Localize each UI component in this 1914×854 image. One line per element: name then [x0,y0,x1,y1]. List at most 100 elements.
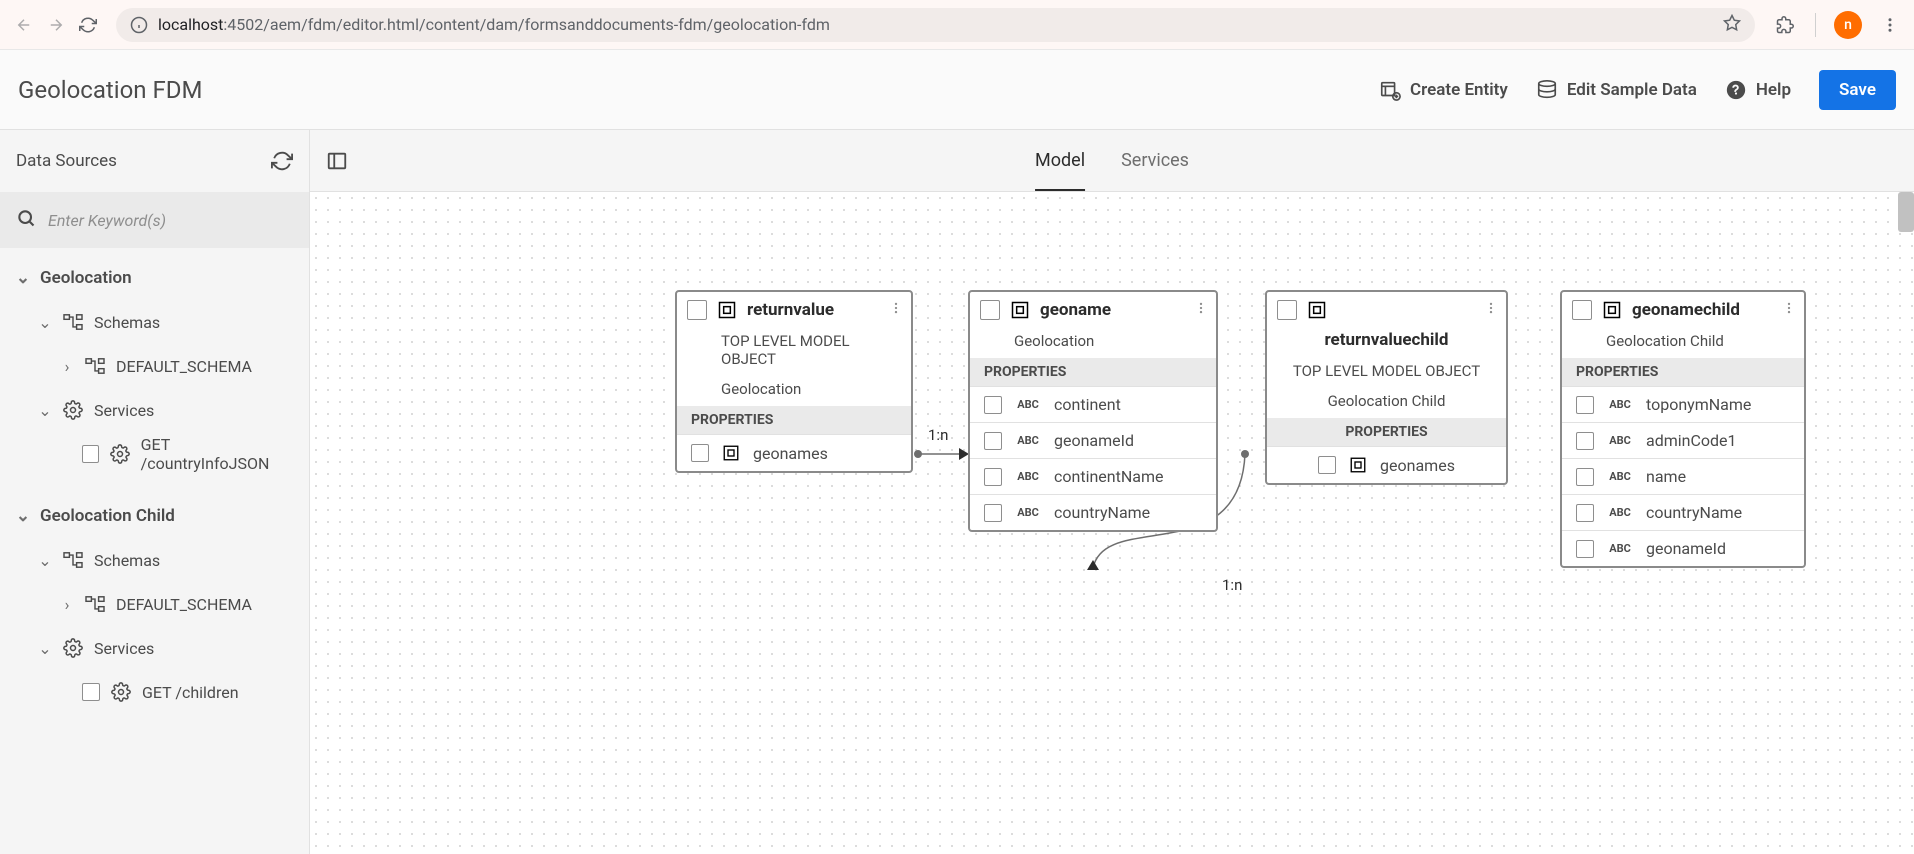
property-checkbox[interactable] [1576,468,1594,486]
entity-menu-icon[interactable] [1782,300,1796,319]
chrome-menu-icon[interactable] [1878,13,1902,37]
gear-icon [62,637,84,659]
edit-sample-data-button[interactable]: Edit Sample Data [1536,79,1697,101]
entity-property[interactable]: ABC name [1562,458,1804,494]
site-info-icon[interactable] [130,16,148,34]
extensions-icon[interactable] [1773,13,1797,37]
tree-services-label: Services [94,401,154,420]
tree-schemas[interactable]: ⌄ Schemas [0,538,309,582]
entity-properties-header: PROPERTIES [677,406,911,434]
tree-default-schema-label: DEFAULT_SCHEMA [116,595,252,614]
gear-icon [110,681,132,703]
schema-icon [84,593,106,615]
gear-icon [62,399,84,421]
entity-geonamechild[interactable]: geonamechild Geolocation Child PROPERTIE… [1560,290,1806,568]
entity-property[interactable]: ABCtoponymName [1562,386,1804,422]
help-button[interactable]: Help [1725,79,1791,101]
tree-group-geolocation-child[interactable]: ⌄ Geolocation Child [0,494,309,538]
search-input[interactable] [48,211,293,230]
entity-properties-header: PROPERTIES [1562,358,1804,386]
property-checkbox[interactable] [1576,396,1594,414]
entity-property[interactable]: ABCcontinent [970,386,1216,422]
entity-menu-icon[interactable] [1194,300,1208,319]
reload-button[interactable] [76,13,100,37]
relation-label-2: 1:n [1222,576,1242,594]
property-checkbox[interactable] [1576,432,1594,450]
property-name: name [1646,467,1686,486]
chevron-down-icon: ⌄ [16,268,30,288]
tab-services[interactable]: Services [1121,130,1189,191]
tree-default-schema[interactable]: › DEFAULT_SCHEMA [0,582,309,626]
panel-toggle-icon[interactable] [326,150,348,172]
schema-icon [62,311,84,333]
property-type: ABC [1606,470,1634,483]
object-icon [717,300,737,320]
profile-avatar[interactable]: n [1834,11,1862,39]
url-text: localhost:4502/aem/fdm/editor.html/conte… [158,15,830,34]
property-type: ABC [1606,542,1634,555]
tree-schemas-label: Schemas [94,313,160,332]
property-checkbox[interactable] [984,432,1002,450]
entity-property[interactable]: ABCcountryName [1562,494,1804,530]
entity-title: geonamechild [1632,300,1740,320]
tab-model[interactable]: Model [1035,130,1085,191]
tree-services[interactable]: ⌄ Services [0,388,309,432]
tree-services[interactable]: ⌄ Services [0,626,309,670]
bookmark-icon[interactable] [1723,14,1741,36]
entity-checkbox[interactable] [1572,300,1592,320]
property-checkbox[interactable] [1576,540,1594,558]
tree-service-item[interactable]: GET /countryInfoJSON [0,432,309,476]
property-type: ABC [1014,398,1042,411]
entity-property[interactable]: ABCadminCode1 [1562,422,1804,458]
entity-returnvalue[interactable]: returnvalue TOP LEVEL MODEL OBJECT Geolo… [675,290,913,473]
chevron-down-icon: ⌄ [16,506,30,526]
chevron-down-icon: ⌄ [38,639,52,658]
object-icon [1348,455,1368,475]
property-type: ABC [1014,434,1042,447]
entity-property[interactable]: ABCcontinentName [970,458,1216,494]
entity-property[interactable]: geonames [1267,446,1506,483]
property-name: geonameId [1646,539,1726,558]
entity-property[interactable]: ABCcountryName [970,494,1216,530]
property-name: toponymName [1646,395,1751,414]
property-checkbox[interactable] [1318,456,1336,474]
property-checkbox[interactable] [984,504,1002,522]
url-bar[interactable]: localhost:4502/aem/fdm/editor.html/conte… [116,8,1755,42]
chevron-down-icon: ⌄ [38,551,52,570]
entity-property[interactable]: ABCgeonameId [970,422,1216,458]
entity-property[interactable]: geonames [677,434,911,471]
property-type: ABC [1606,506,1634,519]
save-button[interactable]: Save [1819,70,1896,110]
model-canvas[interactable]: 1:n 1:n returnvalue [310,192,1914,854]
chevron-right-icon: › [60,595,74,614]
property-checkbox[interactable] [984,396,1002,414]
property-checkbox[interactable] [691,444,709,462]
tree-default-schema[interactable]: › DEFAULT_SCHEMA [0,344,309,388]
entity-property[interactable]: ABC geonameId [1562,530,1804,566]
chrome-divider [1815,13,1816,37]
tree-group-geolocation[interactable]: ⌄ Geolocation [0,256,309,300]
entity-title: geoname [1040,300,1111,320]
create-entity-button[interactable]: Create Entity [1379,79,1508,101]
service-checkbox[interactable] [82,683,100,701]
entity-menu-icon[interactable] [1484,300,1498,319]
back-button [12,13,36,37]
entity-checkbox[interactable] [980,300,1000,320]
entity-checkbox[interactable] [687,300,707,320]
entity-returnvaluechild[interactable]: returnvaluechild TOP LEVEL MODEL OBJECT … [1265,290,1508,485]
service-checkbox[interactable] [82,445,99,463]
property-checkbox[interactable] [984,468,1002,486]
chevron-down-icon: ⌄ [38,401,52,420]
sidebar-title: Data Sources [16,151,117,171]
property-type: ABC [1606,434,1634,447]
entity-checkbox[interactable] [1277,300,1297,320]
tree-schemas[interactable]: ⌄ Schemas [0,300,309,344]
tree-service-item[interactable]: GET /children [0,670,309,714]
entity-menu-icon[interactable] [889,300,903,319]
property-checkbox[interactable] [1576,504,1594,522]
entity-geoname[interactable]: geoname Geolocation PROPERTIES ABCcontin… [968,290,1218,532]
relation-label-1: 1:n [928,426,948,444]
refresh-icon[interactable] [271,150,293,172]
scrollbar[interactable] [1898,192,1914,232]
entity-source: Geolocation [677,376,911,406]
